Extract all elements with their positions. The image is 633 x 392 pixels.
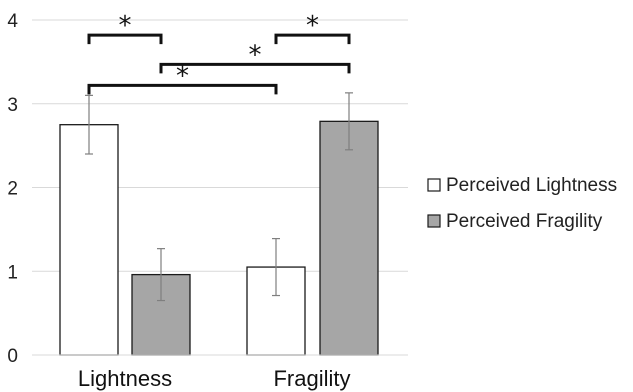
legend-label: Perceived Lightness [446,175,617,196]
category-label-lightness: Lightness [78,366,172,391]
y-tick-label: 3 [7,95,18,116]
legend-swatch [427,178,441,192]
error-bars [85,92,353,302]
bars [59,120,379,356]
bar-perceived-fragility-fragility [319,120,379,356]
legend-label: Perceived Fragility [446,211,603,232]
bar-perceived-lightness-lightness [59,124,119,356]
y-tick-label: 0 [7,346,18,367]
y-tick-label: 2 [7,179,18,200]
significance-bracket [159,62,351,74]
legend-swatch [427,214,441,228]
significance-star: * [249,40,262,70]
significance-star: * [176,61,189,91]
significance-brackets: * * * * [87,11,351,95]
y-tick-label: 1 [7,262,18,283]
significance-star: * [306,11,319,41]
legend: Perceived Lightness Perceived Fragility [427,175,617,232]
significance-bracket [274,33,351,45]
significance-star: * [119,11,132,41]
y-axis: 0 1 2 3 4 [7,11,18,367]
y-tick-label: 4 [7,11,18,32]
significance-bracket [87,83,278,95]
significance-bracket [87,33,163,45]
category-label-fragility: Fragility [273,366,350,391]
x-axis: Lightness Fragility [32,354,408,391]
